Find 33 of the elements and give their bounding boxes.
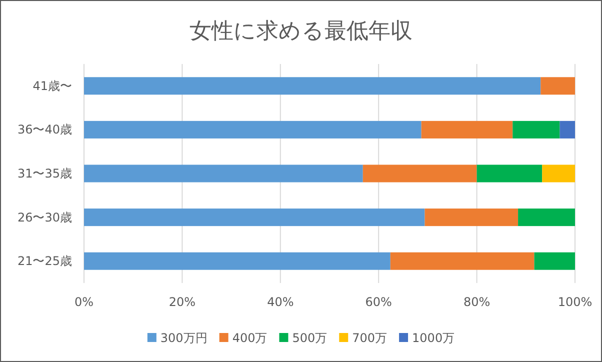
bar — [424, 208, 518, 226]
x-tick-label: 0% — [74, 295, 94, 309]
chart-title: 女性に求める最低年収 — [190, 19, 412, 44]
x-tick-label: 100% — [558, 295, 592, 309]
legend-label: 400万 — [232, 331, 268, 345]
bar — [362, 164, 477, 182]
x-tick-label: 40% — [267, 295, 294, 309]
bar — [534, 252, 575, 270]
x-tick-label: 60% — [365, 295, 392, 309]
bar — [540, 77, 575, 95]
y-tick-label: 36〜40歳 — [17, 122, 72, 137]
bar — [421, 120, 513, 138]
bar — [560, 120, 575, 138]
bar — [84, 208, 425, 226]
bar — [84, 252, 390, 270]
legend-label: 700万 — [352, 331, 388, 345]
y-tick-label: 31〜35歳 — [17, 166, 72, 180]
bar — [512, 120, 560, 138]
y-tick-label: 21〜25歳 — [17, 254, 72, 268]
bar — [476, 164, 542, 182]
legend-label: 500万 — [292, 331, 328, 345]
bar — [542, 164, 575, 182]
bar — [390, 252, 534, 270]
bar — [84, 164, 363, 182]
legend-label: 300万円 — [160, 331, 208, 345]
y-tick-label: 41歳〜 — [32, 78, 72, 93]
legend-label: 1000万 — [412, 331, 455, 345]
bar — [84, 77, 541, 95]
x-tick-label: 80% — [463, 295, 490, 309]
y-tick-label: 26〜30歳 — [17, 210, 72, 224]
bar — [84, 120, 422, 138]
bar — [518, 208, 575, 226]
x-tick-label: 20% — [168, 295, 196, 309]
